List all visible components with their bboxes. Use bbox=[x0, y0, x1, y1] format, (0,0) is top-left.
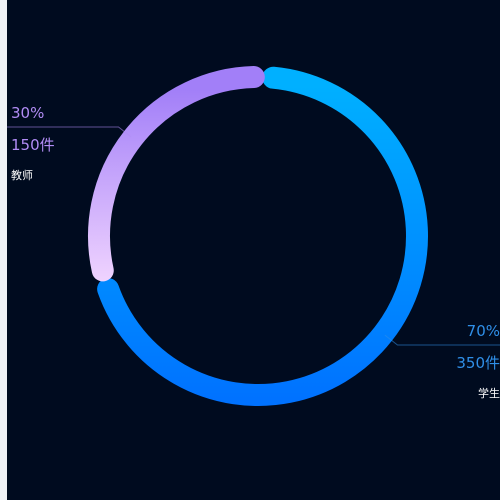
name-label-0: 学生 bbox=[478, 386, 500, 400]
chart-canvas: 70% 350件学生 30% 150件教师 bbox=[7, 0, 500, 500]
slice-1[interactable] bbox=[88, 66, 265, 282]
value-label-0: 350件 bbox=[456, 354, 500, 372]
slice-0[interactable] bbox=[97, 66, 428, 406]
value-label-1: 150件 bbox=[11, 136, 55, 154]
name-label-1: 教师 bbox=[11, 169, 33, 182]
percent-label-1: 30% bbox=[11, 104, 44, 122]
leader-line-1 bbox=[7, 126, 132, 138]
percent-label-0: 70% bbox=[467, 322, 500, 340]
leader-line-0 bbox=[384, 334, 500, 346]
